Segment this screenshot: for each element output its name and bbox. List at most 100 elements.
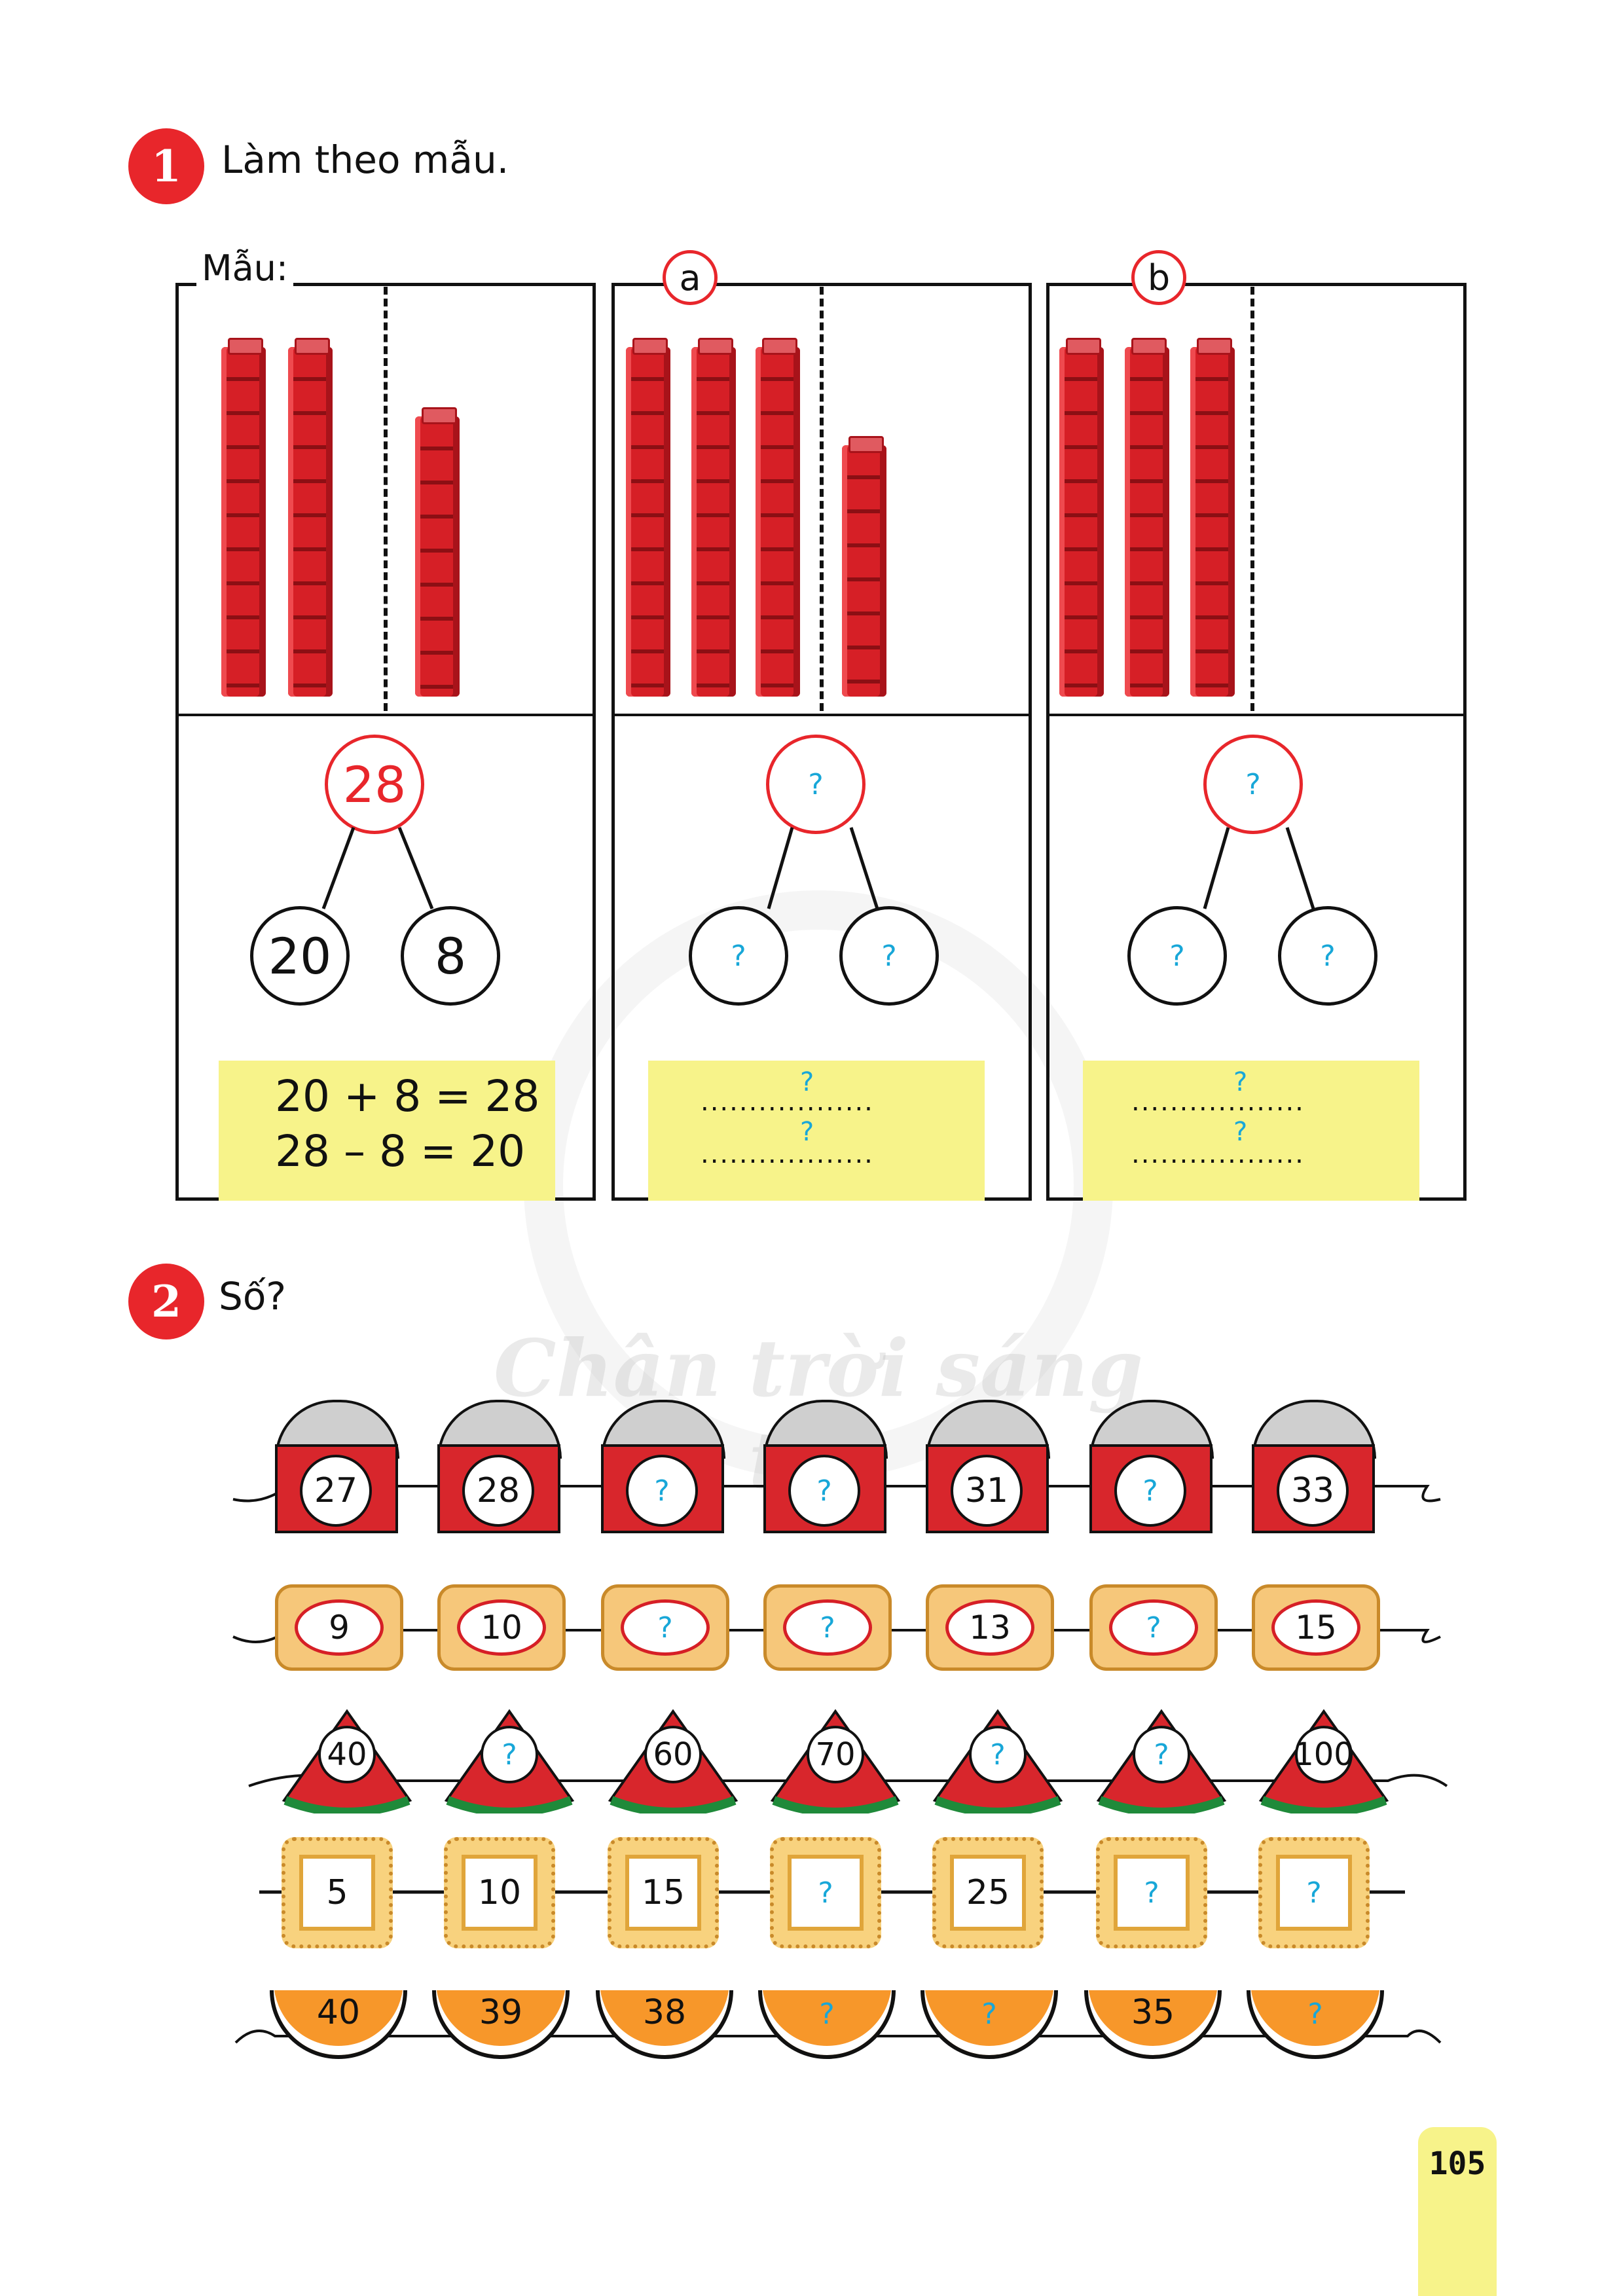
sequence-number: 5 (326, 1873, 348, 1912)
panel-b-tens-circle[interactable]: ? (1127, 906, 1227, 1006)
sequence-number: 10 (477, 1873, 522, 1912)
panel-b-equation-1-blank[interactable]: .................. (1131, 1087, 1305, 1117)
biscuit-number-oval[interactable]: ? (1109, 1599, 1198, 1656)
cracker-number-square[interactable]: ? (1114, 1855, 1190, 1931)
ten-rod (1125, 338, 1169, 697)
panel-b-ones-circle[interactable]: ? (1278, 906, 1377, 1006)
missing-number: ? (1306, 1876, 1322, 1910)
sequence-number: 28 (476, 1471, 520, 1510)
missing-number: ? (501, 1738, 517, 1772)
task-1-badge: 1 (128, 128, 204, 204)
panel-b-equation-2-blank[interactable]: .................. (1131, 1139, 1305, 1169)
panel-a-equation-1-question: ? (800, 1067, 814, 1097)
panel-b-dashed-line (1250, 287, 1254, 711)
sample-branch-lines (321, 827, 434, 909)
sample-divider (175, 714, 596, 716)
orange-number[interactable]: ? (758, 1993, 896, 2032)
sequence-number: 13 (969, 1609, 1011, 1647)
panel-b-equation-box (1083, 1061, 1419, 1201)
panel-b-total-circle[interactable]: ? (1203, 735, 1303, 834)
missing-number: ? (990, 1738, 1006, 1772)
ten-rod (626, 338, 670, 697)
sample-label: Mẫu: (196, 247, 294, 289)
sample-equation-box (219, 1061, 555, 1201)
sequence-number: 35 (1131, 1993, 1175, 2032)
sample-equation-2: 28 – 8 = 20 (275, 1126, 526, 1176)
biscuit-number-oval: 15 (1271, 1599, 1360, 1656)
sample-tens-circle: 20 (250, 906, 350, 1006)
ten-rod (1059, 338, 1104, 697)
bucket-number-circle[interactable]: ? (788, 1455, 860, 1527)
sample-ones-circle: 8 (401, 906, 500, 1006)
panel-a-equation-2-blank[interactable]: .................. (701, 1139, 874, 1169)
bucket-number-circle[interactable]: ? (1114, 1455, 1186, 1527)
sequence-number: 27 (314, 1471, 358, 1510)
orange-number[interactable]: ? (921, 1993, 1058, 2032)
biscuit-number-oval[interactable]: ? (621, 1599, 710, 1656)
missing-number: ? (819, 1997, 835, 2031)
missing-number: ? (657, 1611, 673, 1645)
missing-number: ? (654, 1474, 670, 1508)
panel-a-tens-circle[interactable]: ? (689, 906, 788, 1006)
panel-a-equation-1-blank[interactable]: .................. (701, 1087, 874, 1117)
ten-rod (1190, 338, 1235, 697)
cracker-number-square: 15 (625, 1855, 701, 1931)
sequence-number: 25 (966, 1873, 1010, 1912)
watermelon-number-circle: 70 (807, 1726, 864, 1783)
sequence-number: 60 (653, 1736, 693, 1773)
missing-number: ? (981, 1997, 997, 2031)
panel-b-divider (1046, 714, 1467, 716)
ten-rod (221, 338, 266, 697)
sequence-number: 9 (329, 1609, 350, 1647)
cracker-number-square: 10 (462, 1855, 538, 1931)
orange-number: 39 (432, 1993, 570, 2032)
sample-total-circle: 28 (325, 735, 424, 834)
orange-number[interactable]: ? (1247, 1993, 1384, 2032)
missing-number: ? (1146, 1611, 1161, 1645)
cracker-number-square[interactable]: ? (1276, 1855, 1352, 1931)
missing-number: ? (1307, 1997, 1323, 2031)
task-2-instruction: Số? (219, 1274, 287, 1319)
panel-a-label: a (663, 250, 718, 305)
panel-a-equation-box (648, 1061, 985, 1201)
missing-number: ? (1144, 1876, 1159, 1910)
watermelon-number-circle[interactable]: ? (1133, 1726, 1190, 1783)
watermelon-number-circle[interactable]: ? (969, 1726, 1027, 1783)
sample-dashed-line (384, 287, 388, 711)
unit-rod (842, 436, 886, 697)
biscuit-number-oval[interactable]: ? (783, 1599, 872, 1656)
biscuit-number-oval: 9 (295, 1599, 384, 1656)
sample-equation-1: 20 + 8 = 28 (275, 1071, 540, 1121)
sequence-number: 10 (481, 1609, 522, 1647)
cracker-number-square[interactable]: ? (788, 1855, 864, 1931)
watermelon-number-circle: 60 (644, 1726, 702, 1783)
task-2-badge: 2 (128, 1264, 204, 1339)
orange-number: 35 (1084, 1993, 1222, 2032)
panel-a-total-circle[interactable]: ? (766, 735, 866, 834)
watermelon-number-circle: 100 (1294, 1726, 1354, 1783)
cracker-number-square: 5 (299, 1855, 375, 1931)
panel-a-ones-circle[interactable]: ? (839, 906, 939, 1006)
sequence-number: 70 (815, 1736, 856, 1773)
orange-number: 40 (270, 1993, 407, 2032)
watermelon-number-circle: 40 (318, 1726, 376, 1783)
watermelon-number-circle[interactable]: ? (481, 1726, 538, 1783)
missing-number: ? (1142, 1474, 1158, 1508)
page-number: 105 (1418, 2127, 1497, 2296)
missing-number: ? (816, 1474, 832, 1508)
biscuit-number-oval: 13 (945, 1599, 1034, 1656)
sequence-number: 15 (641, 1873, 685, 1912)
panel-a-branch-lines (767, 827, 879, 909)
panel-b-equation-1-question: ? (1233, 1067, 1248, 1097)
sequence-number: 40 (316, 1993, 361, 2032)
missing-number: ? (1154, 1738, 1169, 1772)
panel-b-branch-lines (1203, 827, 1315, 909)
ten-rod (756, 338, 800, 697)
biscuit-number-oval: 10 (457, 1599, 546, 1656)
bucket-number-circle: 27 (300, 1455, 372, 1527)
bucket-number-circle[interactable]: ? (626, 1455, 698, 1527)
panel-a-divider (611, 714, 1032, 716)
sequence-number: 38 (642, 1993, 687, 2032)
panel-a-dashed-line (820, 287, 824, 711)
sequence-number: 100 (1294, 1736, 1354, 1773)
